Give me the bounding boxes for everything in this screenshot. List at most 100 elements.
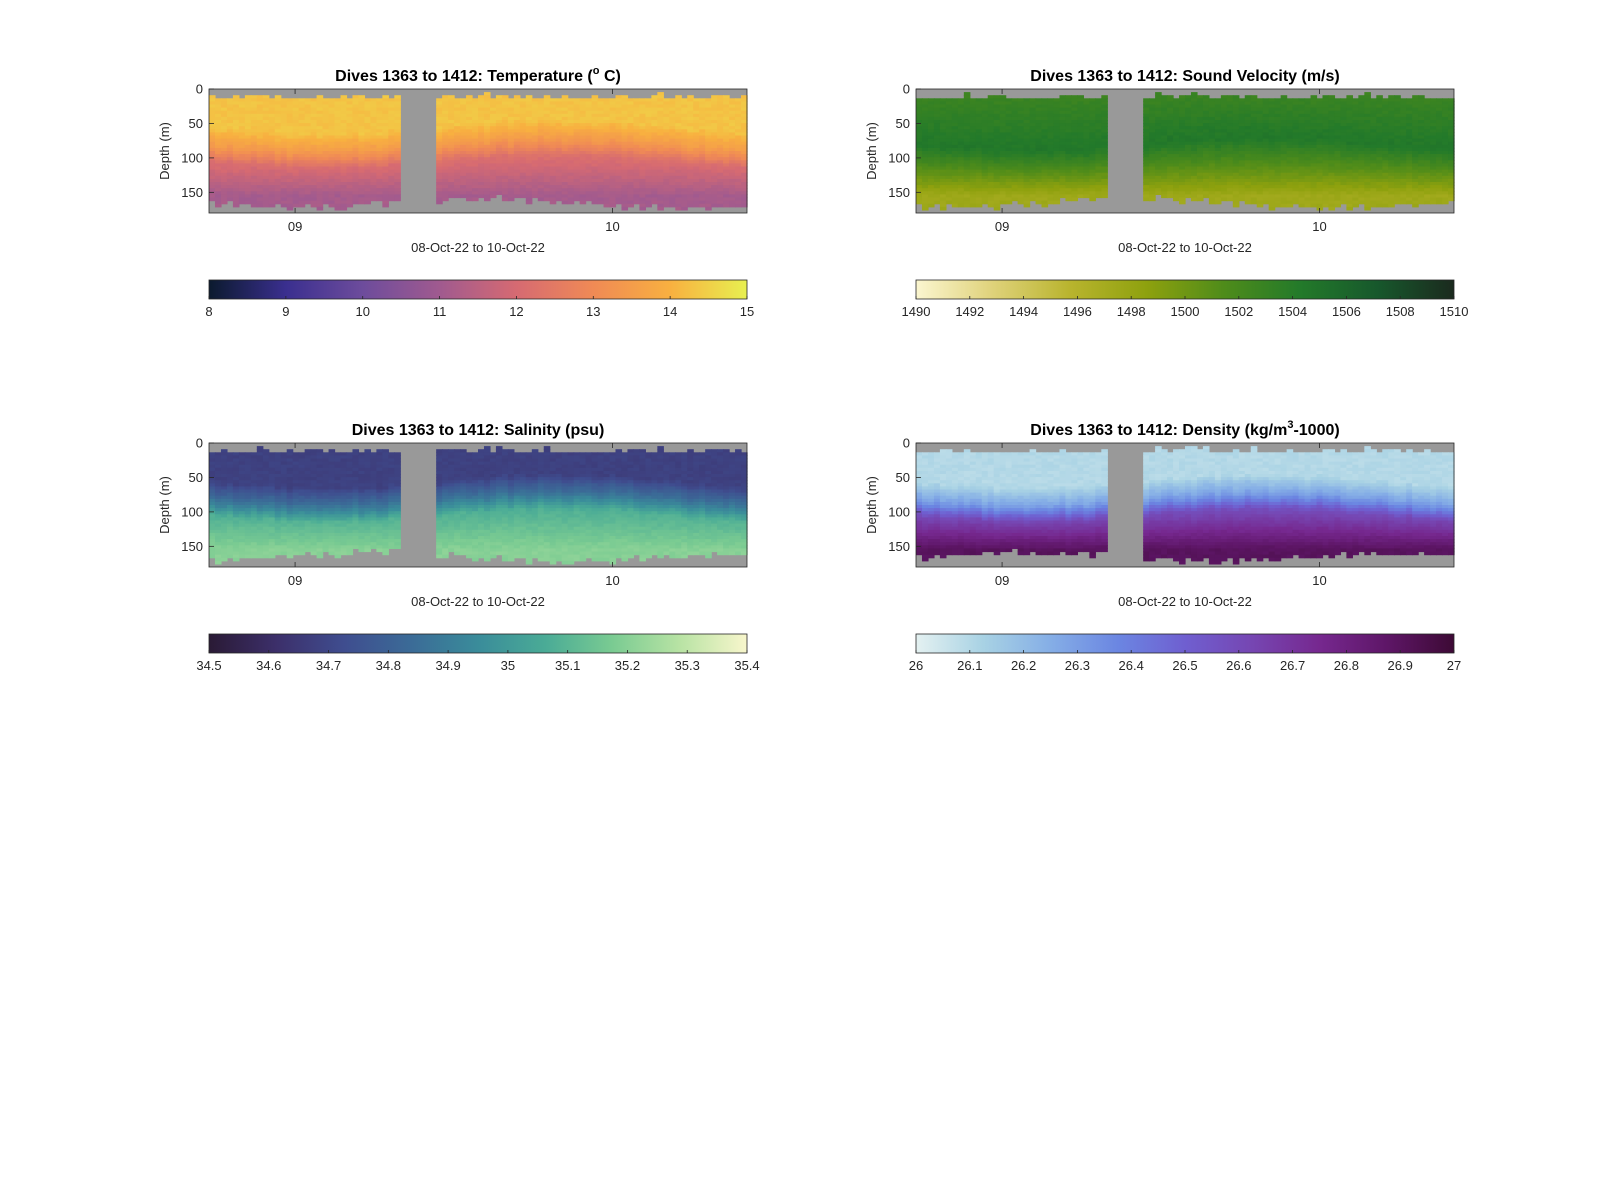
heatmap-cell xyxy=(651,157,658,161)
heatmap-cell xyxy=(645,151,652,155)
heatmap-cell xyxy=(675,200,682,205)
heatmap-cell xyxy=(681,197,688,202)
heatmap-cell xyxy=(573,191,581,195)
heatmap-cell xyxy=(525,95,533,99)
heatmap-cell xyxy=(609,138,617,143)
heatmap-cell xyxy=(639,107,646,112)
heatmap-cell xyxy=(454,178,461,183)
heatmap-cell xyxy=(489,178,497,183)
heatmap-cell xyxy=(274,135,282,140)
colorbar-tick-label: 15 xyxy=(740,304,754,319)
heatmap-cell xyxy=(687,107,694,112)
heatmap-cell xyxy=(741,98,748,102)
heatmap-cell xyxy=(717,110,724,115)
heatmap-cell xyxy=(304,166,312,171)
heatmap-cell xyxy=(472,178,479,183)
heatmap-cell xyxy=(729,135,736,140)
heatmap-cell xyxy=(693,135,700,140)
heatmap-cell xyxy=(448,135,455,140)
heatmap-cell xyxy=(945,147,953,152)
heatmap-cell xyxy=(627,141,635,146)
heatmap-cell xyxy=(921,163,929,168)
heatmap-cell xyxy=(454,104,461,109)
heatmap-cell xyxy=(561,172,569,177)
heatmap-cell xyxy=(310,110,318,115)
heatmap-cell xyxy=(951,151,959,155)
heatmap-cell xyxy=(963,185,971,189)
heatmap-cell xyxy=(657,104,664,109)
heatmap-cell xyxy=(274,123,282,127)
heatmap-cell xyxy=(639,185,646,189)
heatmap-cell xyxy=(376,147,383,152)
heatmap-cell xyxy=(585,154,593,158)
heatmap-cell xyxy=(316,206,324,211)
heatmap-cell xyxy=(316,95,324,99)
heatmap-cell xyxy=(370,147,377,152)
heatmap-cell xyxy=(591,132,599,137)
heatmap-cell xyxy=(705,144,712,149)
heatmap-cell xyxy=(388,98,395,102)
heatmap-cell xyxy=(436,126,443,130)
heatmap-cell xyxy=(501,95,509,99)
heatmap-cell xyxy=(364,154,371,158)
heatmap-cell xyxy=(1298,203,1306,208)
heatmap-cell xyxy=(657,147,664,152)
heatmap-cell xyxy=(609,172,617,177)
heatmap-cell xyxy=(561,107,569,112)
heatmap-cell xyxy=(531,163,539,168)
heatmap-cell xyxy=(436,188,443,192)
heatmap-cell xyxy=(394,110,401,115)
heatmap-cell xyxy=(286,166,294,171)
heatmap-cell xyxy=(262,182,270,186)
heatmap-cell xyxy=(495,175,503,180)
heatmap-cell xyxy=(442,191,449,195)
heatmap-cell xyxy=(603,147,611,152)
heatmap-cell xyxy=(286,141,294,146)
heatmap-cell xyxy=(495,113,503,118)
heatmap-cell xyxy=(957,135,965,140)
heatmap-cell xyxy=(916,120,923,124)
heatmap-cell xyxy=(951,185,959,189)
heatmap-cell xyxy=(531,191,539,195)
heatmap-cell xyxy=(639,188,646,192)
heatmap-cell xyxy=(328,194,336,199)
heatmap-cell xyxy=(340,107,348,112)
heatmap-cell xyxy=(274,104,282,109)
heatmap-cell xyxy=(262,101,270,106)
colorbar-tick-label: 10 xyxy=(355,304,369,319)
heatmap-cell xyxy=(454,144,461,149)
heatmap-cell xyxy=(346,160,354,164)
heatmap-cell xyxy=(394,188,401,192)
heatmap-cell xyxy=(687,188,694,192)
heatmap-cell xyxy=(951,138,959,143)
heatmap-cell xyxy=(364,107,371,112)
heatmap-cell xyxy=(675,120,682,124)
heatmap-cell xyxy=(209,101,216,106)
heatmap-cell xyxy=(454,175,461,180)
heatmap-cell xyxy=(927,138,935,143)
heatmap-cell xyxy=(669,157,676,161)
heatmap-cell xyxy=(322,172,330,177)
heatmap-cell xyxy=(591,104,599,109)
heatmap-cell xyxy=(322,163,330,168)
heatmap-cell xyxy=(442,172,449,177)
heatmap-cell xyxy=(975,101,983,106)
heatmap-cell xyxy=(483,138,491,143)
heatmap-cell xyxy=(460,160,467,164)
heatmap-cell xyxy=(525,138,533,143)
heatmap-cell xyxy=(376,178,383,183)
heatmap-cell xyxy=(501,141,509,146)
heatmap-cell xyxy=(483,188,491,192)
heatmap-cell xyxy=(388,154,395,158)
heatmap-cell xyxy=(573,182,581,186)
heatmap-cell xyxy=(370,169,377,174)
heatmap-cell xyxy=(717,166,724,171)
heatmap-cell xyxy=(603,107,611,112)
heatmap-cell xyxy=(663,141,670,146)
heatmap-cell xyxy=(729,188,736,192)
heatmap-cell xyxy=(543,104,551,109)
heatmap-cell xyxy=(693,188,700,192)
heatmap-cell xyxy=(232,120,240,124)
heatmap-cell xyxy=(933,147,941,152)
heatmap-cell xyxy=(250,160,258,164)
